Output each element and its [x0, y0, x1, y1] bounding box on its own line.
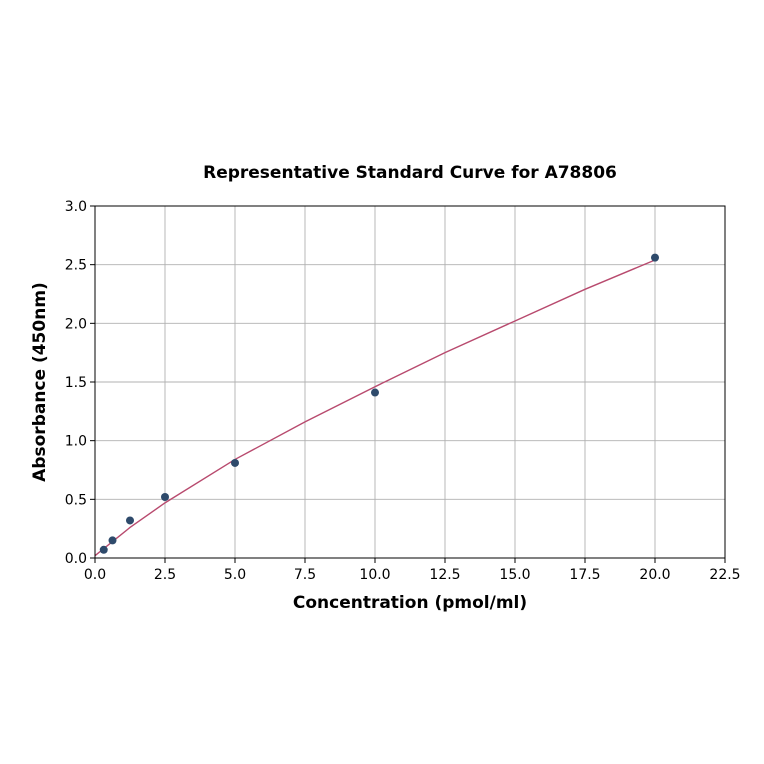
y-tick-label: 2.5	[65, 258, 87, 274]
x-axis-label: Concentration (pmol/ml)	[293, 593, 527, 613]
x-tick-label: 10.0	[359, 567, 390, 583]
y-axis-label: Absorbance (450nm)	[30, 282, 50, 482]
x-axis-ticks: 0.0 2.5 5.0 7.5 10.0 12.5 15.0 17.5 20.0 22.5	[84, 558, 741, 583]
y-tick-label: 1.0	[65, 434, 87, 450]
x-tick-label: 7.5	[294, 567, 316, 583]
x-tick-label: 12.5	[429, 567, 460, 583]
y-tick-label: 2.0	[65, 316, 87, 332]
data-point	[108, 536, 117, 545]
y-axis-ticks: 0.0 0.5 1.0 1.5 2.0 2.5 3.0	[65, 199, 95, 567]
data-point	[126, 516, 134, 525]
data-points-layer	[99, 253, 659, 554]
y-tick-label: 0.0	[65, 551, 87, 567]
x-tick-label: 2.5	[154, 567, 176, 583]
y-tick-label: 1.5	[65, 375, 87, 391]
y-tick-label: 0.5	[65, 492, 87, 508]
y-tick-label: 3.0	[65, 199, 87, 215]
data-point	[99, 545, 108, 554]
data-point	[371, 388, 379, 397]
x-tick-label: 15.0	[499, 567, 530, 583]
x-tick-label: 5.0	[224, 567, 246, 583]
grid	[94, 205, 726, 559]
data-point	[651, 253, 659, 262]
x-tick-label: 22.5	[709, 567, 740, 583]
chart-title: Representative Standard Curve for A78806	[203, 163, 617, 183]
x-tick-label: 17.5	[569, 567, 600, 583]
x-tick-label: 0.0	[84, 567, 106, 583]
x-tick-label: 20.0	[639, 567, 670, 583]
data-point	[231, 458, 239, 467]
data-point	[161, 492, 169, 501]
